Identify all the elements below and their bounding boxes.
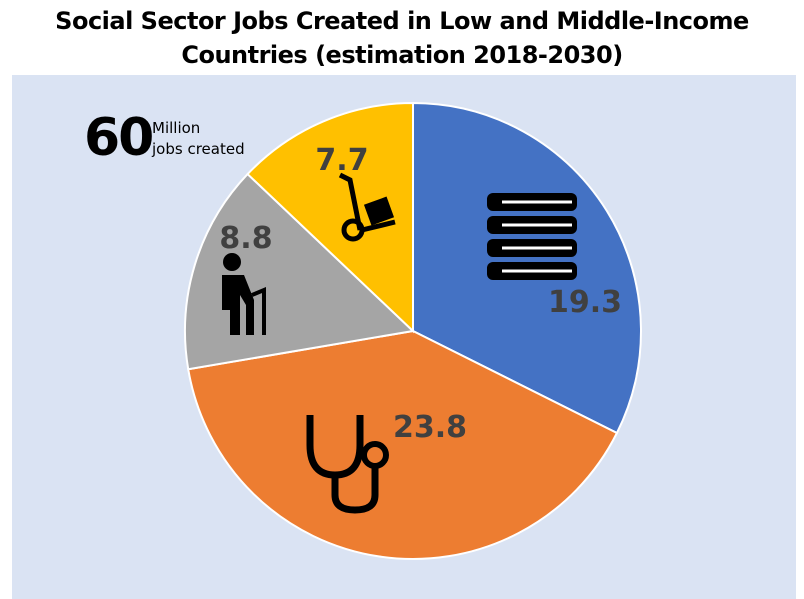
title-line-1: Social Sector Jobs Created in Low and Mi… xyxy=(55,7,749,35)
title-line-2: Countries (estimation 2018-2030) xyxy=(181,41,623,69)
stethoscope-icon xyxy=(306,415,389,514)
pie-slice-2 xyxy=(184,172,416,371)
hand-truck-icon xyxy=(338,172,396,242)
chart-title: Social Sector Jobs Created in Low and Mi… xyxy=(0,4,804,72)
elderly-person-icon xyxy=(222,253,266,335)
caption-line-1: Million xyxy=(152,119,201,137)
slice-label-3: 7.7 xyxy=(315,143,368,178)
slice-label-2: 8.8 xyxy=(219,221,272,256)
slice-label-0: 19.3 xyxy=(548,285,622,320)
pie-slice-1 xyxy=(187,329,619,560)
books-icon xyxy=(487,193,577,280)
caption-line-2: jobs created xyxy=(152,140,245,158)
pie-slice-3 xyxy=(246,101,414,334)
total-number: 60 xyxy=(84,108,154,168)
total-caption: Million jobs created xyxy=(152,118,245,160)
slice-label-1: 23.8 xyxy=(393,410,467,445)
